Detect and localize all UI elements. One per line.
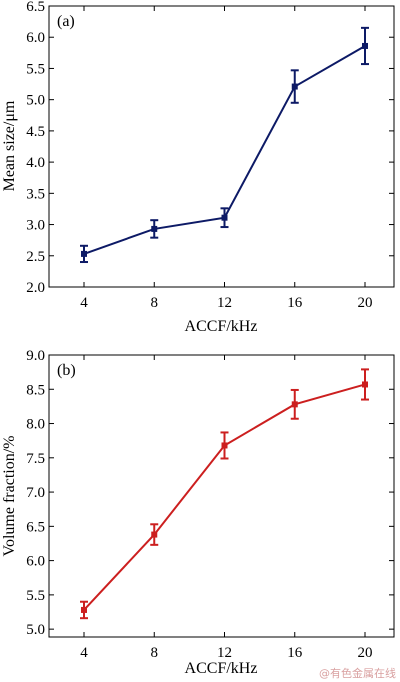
panel-a-x-tick-label: 12: [217, 295, 232, 311]
panel-a-y-tick-label: 2.0: [26, 280, 45, 296]
panel-b-data-point: [291, 401, 298, 408]
panel-a-data-point: [362, 42, 368, 49]
panel-a-y-tick-label: 4.5: [26, 124, 45, 140]
panel-a-y-tick-label: 3.5: [26, 186, 45, 202]
panel-b-data-point: [151, 531, 158, 538]
panel-a-x-tick-label: 20: [358, 295, 373, 311]
panel-b-y-tick-label: 9.0: [26, 348, 45, 364]
panel-a-mean-size-chart: (a) 2.0 2.5 3.0 3.5 4.0 4.5 5.0 5.5 6.0 6.5 4 8 12 1…: [1, 0, 395, 335]
panel-a-plot-frame: [48, 5, 395, 288]
panel-a-data-point: [81, 250, 87, 257]
panel-b-y-axis-label: Volume fraction/%: [1, 435, 18, 556]
panel-b-y-tick-label: 8.5: [26, 382, 45, 398]
panel-a-x-axis: 4 8 12 16 20: [80, 6, 373, 311]
panel-b-x-tick-label: 12: [217, 645, 232, 661]
panel-b-plot-frame: [48, 354, 395, 638]
panel-b-y-axis: 5.0 5.5 6.0 6.5 7.0 7.5 8.0 8.5 9.0: [26, 348, 394, 638]
watermark-text: @有色金属在线: [319, 666, 396, 680]
panel-a-x-tick-label: 16: [287, 295, 303, 311]
panel-b-series: [80, 368, 369, 620]
panel-a-series: [80, 26, 369, 264]
panel-b-x-tick-label: 8: [151, 645, 159, 661]
panel-b-data-point: [362, 381, 368, 388]
panel-a-y-tick-label: 4.0: [26, 155, 45, 171]
panel-a-y-tick-label: 6.0: [26, 30, 45, 46]
panel-b-volume-fraction-chart: (b) 5.0 5.5 6.0 6.5 7.0 7.5 8.0 8.5 9.0 4 8 12 16 20…: [1, 348, 395, 677]
panel-b-x-tick-label: 20: [358, 645, 373, 661]
panel-a-x-axis-label: ACCF/kHz: [185, 318, 258, 335]
panel-a-data-point: [291, 83, 298, 90]
panel-b-data-point: [221, 442, 228, 449]
panel-b-y-tick-label: 7.5: [26, 451, 45, 467]
panel-b-y-tick-label: 7.0: [26, 485, 45, 501]
panel-a-y-axis: 2.0 2.5 3.0 3.5 4.0 4.5 5.0 5.5 6.0 6.5: [26, 0, 394, 296]
panel-a-y-axis-label: Mean size/μm: [1, 100, 18, 191]
panel-a-x-tick-label: 8: [151, 295, 159, 311]
panel-b-x-axis: 4 8 12 16 20: [80, 355, 373, 661]
panel-a-y-tick-label: 5.5: [26, 61, 45, 77]
panel-a-y-tick-label: 3.0: [26, 218, 45, 234]
panel-b-series-line: [83, 383, 366, 611]
panel-b-y-tick-label: 5.0: [26, 622, 45, 638]
panel-b-x-tick-label: 16: [287, 645, 303, 661]
panel-b-x-tick-label: 4: [80, 645, 88, 661]
panel-a-y-tick-label: 2.5: [26, 249, 45, 265]
panel-a-y-tick-label: 6.5: [26, 0, 45, 15]
panel-a-data-point: [151, 225, 158, 232]
panel-a-data-point: [221, 214, 228, 221]
panel-b-y-tick-label: 8.0: [26, 417, 45, 433]
panel-a-label: (a): [57, 13, 75, 30]
panel-b-y-tick-label: 6.5: [26, 519, 45, 535]
panel-b-y-tick-label: 6.0: [26, 554, 45, 570]
panel-b-x-axis-label: ACCF/kHz: [185, 660, 258, 677]
panel-a-x-tick-label: 4: [80, 295, 88, 311]
panel-b-label: (b): [57, 362, 76, 379]
panel-a-y-tick-label: 5.0: [26, 93, 45, 109]
panel-b-y-tick-label: 5.5: [26, 588, 45, 604]
panel-b-data-point: [81, 606, 87, 613]
